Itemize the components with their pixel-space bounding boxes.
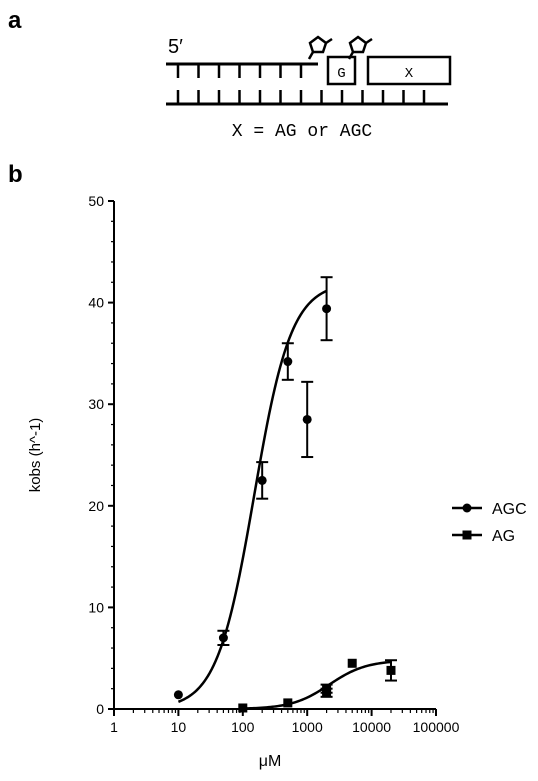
legend-label-ag: AG [492,528,515,545]
schematic-caption: X = AG or AGC [232,122,373,142]
agc-fit-curve [177,289,328,703]
legend-marker-agc [462,503,472,513]
data-marks [173,276,397,713]
g-box-label: G [337,66,345,82]
five-prime-label: 5′ [168,36,183,58]
agc-point [257,475,267,485]
ribose-icon [347,35,373,60]
agc-point [322,304,332,314]
y-tick-label: 0 [96,701,104,717]
panel-a-label: a [8,7,22,34]
ag-point [283,698,293,708]
legend-label-agc: AGC [492,501,527,518]
legend: AGC AG [452,501,527,545]
ag-point [347,658,357,668]
agc-point [302,414,312,424]
ag-fit-curve [242,660,392,710]
x-tick-label: 100 [231,719,255,735]
y-tick-label: 50 [88,193,104,209]
x-tick-label: 10 [171,719,187,735]
x-box-label: X [405,66,414,82]
y-tick-label: 30 [88,396,104,412]
y-axis-label: kobs (h^-1) [27,418,44,493]
x-tick-label: 100000 [413,719,460,735]
agc-point [218,633,228,643]
ag-point [386,665,396,675]
legend-marker-ag [462,530,472,540]
agc-point [283,357,293,367]
dna-schematic: 5′ G X X = AG or AGC [166,35,452,142]
ag-point [322,684,332,694]
y-tick-label: 20 [88,498,104,514]
ribose-icon [307,35,333,60]
g-box [326,55,357,86]
chart-axes: 0 10 20 30 40 50 1 10 100 1000 10000 100000 [88,193,459,735]
agc-point [173,690,183,700]
x-tick-label: 1 [110,719,118,735]
legend-item-ag: AG [452,528,515,545]
x-tick-label: 1000 [292,719,323,735]
panel-b-label: b [8,161,23,188]
base-pair-rungs [176,64,426,104]
fit-curves [177,289,392,710]
x-axis-label: μM [259,753,282,770]
kobs-chart: 0 10 20 30 40 50 1 10 100 1000 10000 100000 μM kobs… [27,193,527,770]
y-tick-label: 40 [88,295,104,311]
x-box [366,55,452,86]
x-tick-label: 10000 [352,719,391,735]
y-tick-label: 10 [88,599,104,615]
ag-point [238,703,248,713]
legend-item-agc: AGC [452,501,527,518]
